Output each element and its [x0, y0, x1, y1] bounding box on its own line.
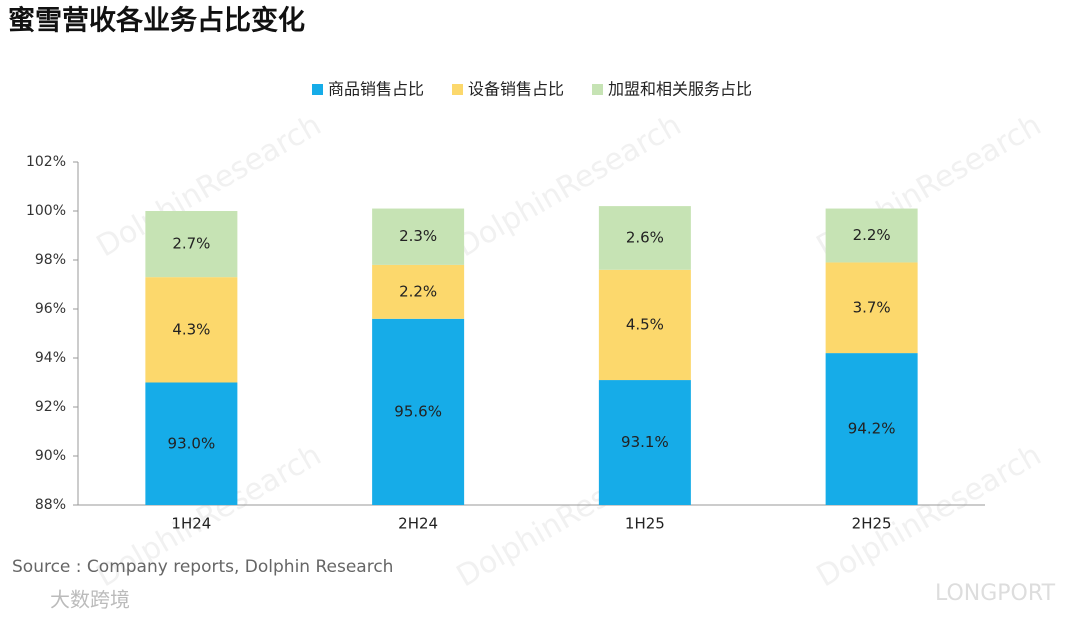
bar-segment — [825, 353, 918, 505]
bar-segment — [598, 269, 691, 381]
data-label: 2.2% — [399, 282, 437, 300]
bar-segment — [598, 380, 691, 505]
y-tick-label: 94% — [35, 350, 66, 366]
data-label: 94.2% — [848, 420, 896, 438]
data-label: 2.2% — [853, 226, 891, 244]
data-label: 3.7% — [853, 298, 891, 316]
y-tick-label: 98% — [35, 252, 66, 268]
legend-swatch — [312, 84, 323, 95]
data-label: 93.1% — [621, 433, 669, 451]
legend-label: 设备销售占比 — [468, 80, 564, 99]
legend-swatch — [592, 84, 603, 95]
y-tick-label: 88% — [35, 497, 66, 513]
legend-label: 商品销售占比 — [328, 80, 424, 99]
data-label: 2.6% — [626, 228, 664, 246]
data-label: 4.3% — [172, 320, 210, 338]
x-tick-label: 2H24 — [398, 515, 438, 533]
bar-segment — [825, 262, 918, 354]
data-label: 4.5% — [626, 315, 664, 333]
data-label: 95.6% — [394, 402, 442, 420]
bar-segment — [372, 318, 465, 505]
x-tick-label: 1H25 — [625, 515, 665, 533]
source-note: Source : Company reports, Dolphin Resear… — [12, 557, 393, 577]
data-label: 2.7% — [172, 235, 210, 253]
y-tick-label: 100% — [26, 203, 66, 219]
y-tick-label: 96% — [35, 301, 66, 317]
watermark-brand: LONGPORT — [935, 581, 1056, 606]
bar-segment — [372, 208, 465, 265]
legend-label: 加盟和相关服务占比 — [608, 80, 752, 99]
x-tick-label: 2H25 — [852, 515, 892, 533]
chart-title: 蜜雪营收各业务占比变化 — [8, 5, 305, 37]
x-tick-label: 1H24 — [171, 515, 211, 533]
data-label: 2.3% — [399, 227, 437, 245]
watermark-brand: 大数跨境 — [50, 588, 130, 612]
y-tick-label: 92% — [35, 399, 66, 415]
bar-segment — [825, 208, 918, 263]
data-label: 93.0% — [168, 434, 216, 452]
bar-segment — [145, 277, 238, 383]
bar-segment — [145, 211, 238, 278]
y-tick-label: 102% — [26, 154, 66, 170]
legend-swatch — [452, 84, 463, 95]
bar-segment — [598, 206, 691, 270]
bar-segment — [372, 264, 465, 319]
bar-segment — [145, 382, 238, 505]
y-tick-label: 90% — [35, 448, 66, 464]
